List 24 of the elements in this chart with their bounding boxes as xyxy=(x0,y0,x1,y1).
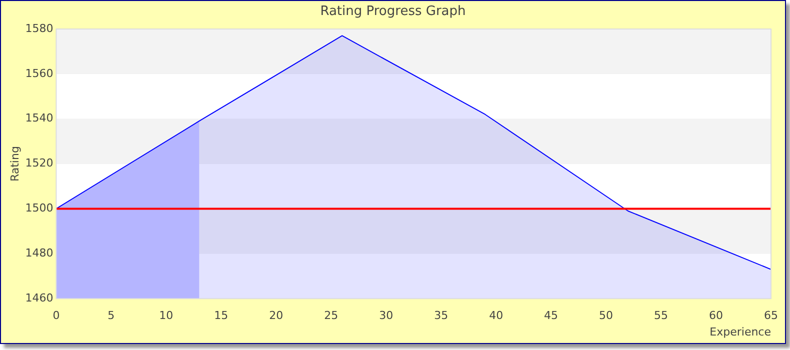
y-tick-label: 1560 xyxy=(25,66,54,80)
x-tick-label: 25 xyxy=(324,309,338,322)
x-axis-title: Experience xyxy=(710,325,772,338)
x-tick-label: 50 xyxy=(599,309,614,322)
y-tick-label: 1520 xyxy=(25,156,54,170)
x-tick-label: 40 xyxy=(489,309,504,322)
x-tick-label: 45 xyxy=(544,309,558,322)
y-axis-title: Rating xyxy=(8,146,22,182)
y-tick-label: 1580 xyxy=(25,22,54,35)
x-tick-label: 30 xyxy=(379,309,394,322)
x-tick-label: 20 xyxy=(269,309,284,322)
x-tick-label: 65 xyxy=(764,309,778,322)
y-tick-label: 1540 xyxy=(25,112,54,125)
x-tick-label: 15 xyxy=(214,309,228,322)
y-tick-label: 1480 xyxy=(25,246,54,260)
chart-title: Rating Progress Graph xyxy=(319,4,467,19)
x-tick-label: 5 xyxy=(108,309,115,322)
x-tick-label: 10 xyxy=(159,309,174,322)
y-tick-label: 1500 xyxy=(25,202,54,215)
x-tick-label: 55 xyxy=(654,309,668,322)
x-tick-label: 60 xyxy=(709,309,724,322)
x-tick-label: 35 xyxy=(434,309,448,322)
x-tick-label: 0 xyxy=(52,309,60,322)
y-tick-label: 1460 xyxy=(25,291,54,304)
